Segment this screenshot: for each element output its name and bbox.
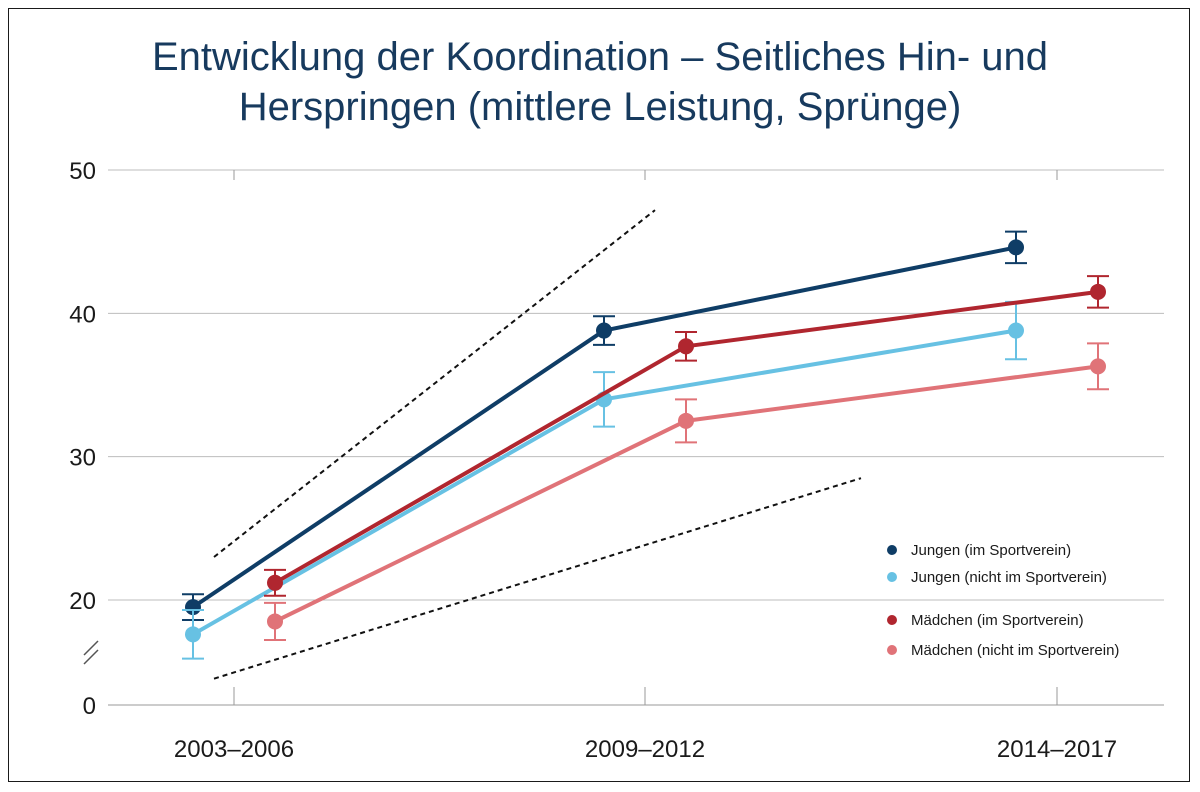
y-tick-label: 30 (69, 445, 96, 472)
legend-label: Jungen (nicht im Sportverein) (911, 569, 1107, 586)
data-point (1008, 239, 1024, 256)
x-tick-label: 2014–2017 (997, 736, 1117, 763)
trend-line-dashed (213, 477, 862, 680)
data-point (185, 626, 201, 643)
legend-marker (887, 545, 897, 555)
chart-title-line-2: Herspringen (mittlere Leistung, Sprünge) (238, 85, 962, 129)
data-point (1008, 322, 1024, 339)
data-point (185, 599, 201, 616)
legend-marker (887, 615, 897, 625)
x-tick-label: 2003–2006 (174, 736, 294, 763)
y-tick-label: 50 (69, 158, 96, 185)
chart-title: Entwicklung der Koordination – Seitliche… (0, 32, 1200, 132)
data-point (596, 322, 612, 339)
data-point (267, 574, 283, 591)
legend-label: Mädchen (im Sportverein) (911, 612, 1084, 629)
axis-break-mark (83, 649, 99, 665)
data-point (1090, 358, 1106, 375)
data-point (267, 613, 283, 630)
y-tick-label: 20 (69, 588, 96, 615)
axis-break-mark (83, 640, 99, 656)
legend-marker (887, 572, 897, 582)
trend-line-dashed (213, 209, 656, 558)
legend-label: Jungen (im Sportverein) (911, 542, 1071, 559)
x-tick-label: 2009–2012 (585, 736, 705, 763)
y-tick-label: 0 (83, 693, 96, 720)
y-tick-label: 40 (69, 301, 96, 328)
data-point (678, 412, 694, 429)
data-point (678, 338, 694, 355)
data-point (1090, 283, 1106, 300)
legend-label: Mädchen (nicht im Sportverein) (911, 642, 1119, 659)
legend-marker (887, 645, 897, 655)
chart-title-line-1: Entwicklung der Koordination – Seitliche… (151, 35, 1049, 79)
